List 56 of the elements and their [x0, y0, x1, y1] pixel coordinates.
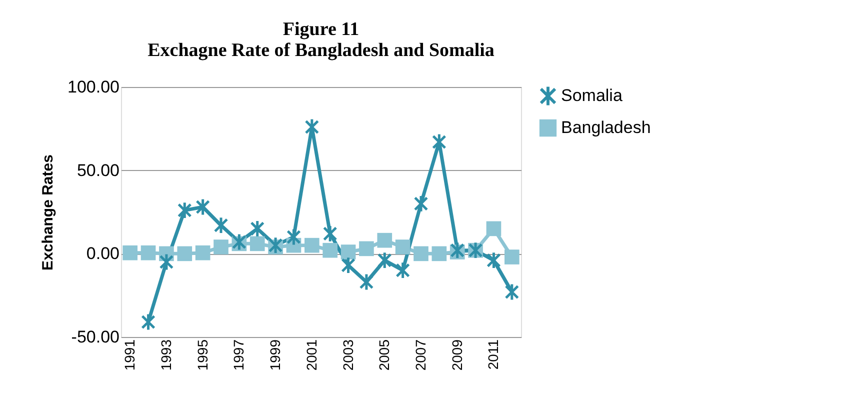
- point: [377, 251, 392, 270]
- point: [177, 201, 192, 220]
- x-tick-label: 1999: [267, 339, 284, 371]
- x-tick-label: 1991: [122, 339, 138, 371]
- point: [122, 245, 138, 260]
- x-tick-label: 1993: [158, 339, 174, 371]
- point: [268, 236, 283, 254]
- point: [286, 228, 301, 246]
- point: [396, 261, 410, 280]
- point: [304, 118, 320, 136]
- point: [141, 313, 156, 331]
- point: [159, 253, 174, 271]
- x-tick-label: 2005: [376, 339, 392, 371]
- text: Figure 11: [282, 19, 360, 40]
- x-tick-label: 2011: [485, 339, 502, 370]
- y-tick-label: -50.00: [71, 328, 120, 346]
- point: [395, 240, 410, 254]
- point: [432, 133, 446, 151]
- y-tick-label: 50.00: [76, 160, 120, 180]
- point: [304, 238, 320, 253]
- x-tick-label: 2009: [448, 339, 465, 371]
- x-tick-label: 2001: [303, 339, 320, 371]
- point: [414, 194, 428, 213]
- point: [504, 283, 520, 301]
- point: [377, 232, 392, 248]
- point: [341, 256, 356, 274]
- point: [214, 240, 228, 254]
- x-tick-label: 2003: [340, 339, 356, 371]
- point: [196, 198, 210, 216]
- y-axis-title: Exchange Rates: [40, 154, 57, 270]
- point: [322, 224, 338, 243]
- x-tick-label: 2007: [412, 339, 428, 371]
- point: [195, 245, 210, 260]
- point: [359, 241, 374, 256]
- point: [450, 241, 465, 260]
- y-tick-label: 100.00: [68, 78, 120, 96]
- point: [177, 246, 192, 262]
- point: [322, 242, 338, 258]
- legend-label: Bangladesh: [561, 118, 651, 137]
- point: [250, 236, 265, 252]
- point: [504, 250, 520, 264]
- point: [486, 221, 502, 236]
- point: [340, 244, 356, 260]
- text: Exchagne Rate of Bangladesh and Somalia: [148, 40, 494, 61]
- point: [486, 251, 501, 270]
- x-tick-label: 1995: [194, 339, 210, 371]
- legend-label: Somalia: [561, 86, 623, 105]
- point: [250, 220, 265, 238]
- point: [359, 273, 374, 291]
- point: [214, 216, 228, 234]
- point: [232, 233, 246, 251]
- point: [414, 246, 428, 262]
- y-tick-label: 0.00: [86, 244, 120, 264]
- point: [140, 245, 156, 260]
- point: [432, 246, 447, 262]
- x-tick-label: 1997: [230, 339, 247, 371]
